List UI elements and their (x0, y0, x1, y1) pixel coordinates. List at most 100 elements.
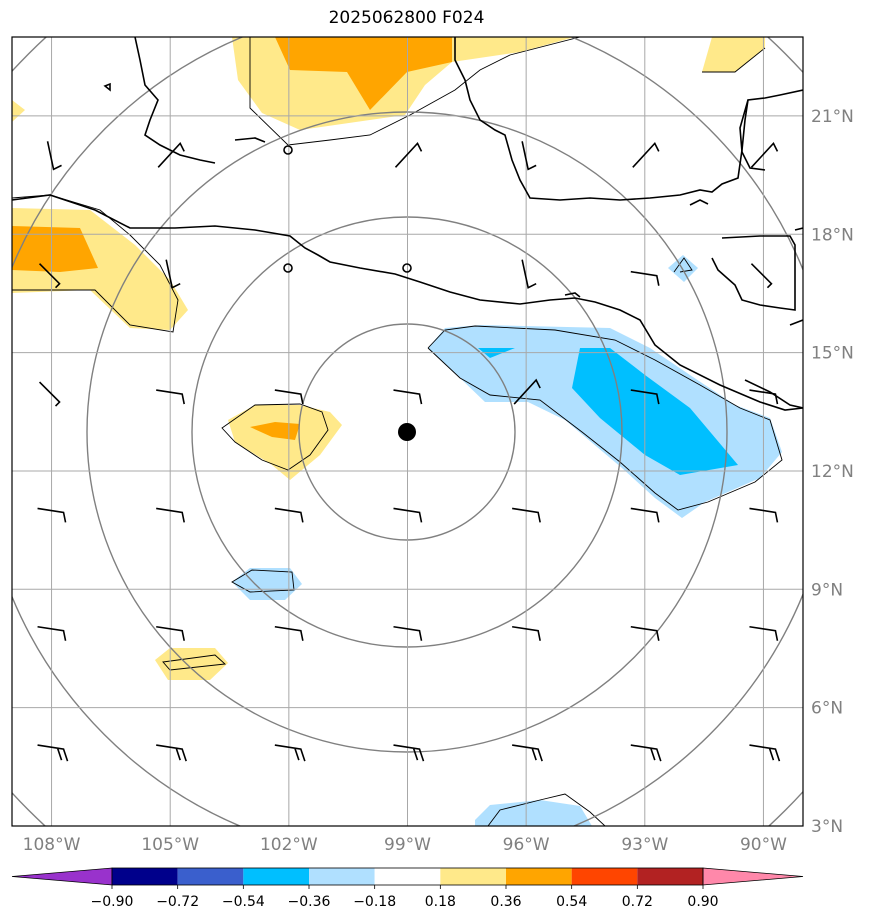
wind-barb (512, 625, 541, 641)
colorbar-segment (243, 868, 309, 885)
shaded-region-yellow-southwest (155, 648, 228, 680)
contour-northeast (702, 47, 766, 73)
colorbar-tick-label: 0.36 (490, 894, 521, 910)
colorbar-tick-label: 0.54 (556, 894, 587, 910)
shaded-field-negative (232, 255, 782, 826)
wind-barb (274, 625, 304, 641)
coastline-gulf-of-california (134, 37, 216, 164)
storm-center-marker (398, 423, 416, 441)
colorbar: −0.90 −0.72 −0.54 −0.36 −0.18 0.18 0.36 0.54 0.7… (11, 867, 804, 910)
colorbar-segment (440, 868, 506, 885)
wind-barb (521, 141, 537, 171)
wind-barb (750, 141, 779, 168)
wind-barb (630, 744, 662, 762)
wind-barb (393, 744, 425, 762)
coastline-yucatan (739, 99, 766, 171)
shaded-region-yellow-west-edge (12, 100, 25, 122)
coastlines (12, 37, 803, 411)
colorbar-tick-label: 0.18 (425, 894, 456, 910)
longitude-label: 105°W (141, 835, 199, 855)
wind-barb (37, 507, 67, 523)
longitude-labels: 108°W 105°W 102°W 99°W 96°W 93°W 90°W (23, 835, 787, 855)
wind-barb (393, 389, 423, 405)
wind-barb (37, 625, 67, 641)
shaded-region-orange-west (12, 226, 98, 272)
colorbar-segment (11, 867, 113, 886)
coast-islands-gulf (564, 199, 709, 298)
wind-barb (393, 507, 423, 523)
latitude-label: 3°N (811, 817, 843, 837)
wind-barb (521, 259, 537, 289)
border-belize (794, 227, 803, 231)
wind-barb (274, 744, 306, 762)
latitude-label: 12°N (811, 462, 854, 482)
coastline-mexico-pacific (12, 194, 803, 411)
coastline-el-salvador (744, 379, 803, 409)
wind-barbs (37, 141, 781, 762)
wind-barb (394, 141, 423, 168)
coastline-honduras (789, 319, 803, 326)
colorbar-tick-label: 0.90 (687, 894, 718, 910)
latitude-label: 9°N (811, 580, 843, 600)
wind-barb (46, 141, 62, 171)
wind-barb (630, 389, 660, 405)
coastline-gulf-mexico (454, 37, 803, 201)
colorbar-segment (702, 867, 804, 886)
contour-north (249, 37, 581, 146)
wind-barb (165, 259, 181, 289)
wind-barb (749, 389, 779, 405)
latitude-label: 18°N (811, 225, 854, 245)
wind-barb (750, 263, 773, 289)
shaded-region-deepblue-southeast (572, 348, 738, 475)
colorbar-segment (177, 868, 244, 885)
colorbar-segment (374, 868, 441, 885)
wind-barb (156, 507, 185, 523)
plot-frame (11, 36, 804, 827)
wind-barb (749, 625, 779, 641)
shaded-field-positive (12, 37, 765, 680)
latitude-label: 15°N (811, 344, 854, 364)
longitude-label: 99°W (384, 835, 431, 855)
wind-barb (630, 507, 660, 523)
shaded-region-orange-center-west (250, 422, 300, 440)
wind-barb (749, 744, 781, 762)
longitude-label: 96°W (503, 835, 550, 855)
shaded-region-yellow-northeast (702, 37, 765, 72)
colorbar-segment (309, 868, 375, 885)
gridlines (12, 37, 803, 826)
wind-barb (38, 263, 61, 289)
map-title: 2025062800 F024 (328, 8, 485, 28)
wind-barb (630, 625, 660, 641)
colorbar-segment (571, 868, 638, 885)
contour-southwest (231, 569, 295, 593)
wind-barb (632, 141, 660, 168)
station-circle (402, 263, 412, 273)
wind-barb (156, 625, 185, 641)
contour-center-west (221, 403, 329, 471)
contour-south (487, 793, 606, 826)
colorbar-segment (506, 868, 572, 885)
longitude-label: 90°W (740, 835, 787, 855)
wind-barb (274, 507, 304, 523)
latitude-labels: 21°N 18°N 15°N 12°N 9°N 6°N 3°N (811, 107, 854, 837)
colorbar-tick-label: −0.18 (353, 894, 396, 910)
station-circle (283, 145, 293, 155)
shaded-region-lightblue-south (475, 800, 592, 826)
contour-east-small (673, 257, 693, 273)
longitude-label: 108°W (23, 835, 81, 855)
island-north (103, 82, 111, 92)
colorbar-tick-label: −0.72 (156, 894, 199, 910)
colorbar-segment (112, 868, 178, 885)
longitude-label: 93°W (621, 835, 668, 855)
wind-barb (274, 389, 304, 405)
latitude-label: 6°N (811, 699, 843, 719)
colorbar-tick-label: −0.54 (222, 894, 265, 910)
station-circle (283, 263, 293, 273)
shaded-region-yellow-center-west (228, 405, 342, 480)
colorbar-tick-label: −0.36 (288, 894, 331, 910)
colorbar-tick-label: −0.90 (91, 894, 134, 910)
colorbar-segment (637, 868, 703, 885)
coastline-baja-tip (234, 137, 266, 143)
